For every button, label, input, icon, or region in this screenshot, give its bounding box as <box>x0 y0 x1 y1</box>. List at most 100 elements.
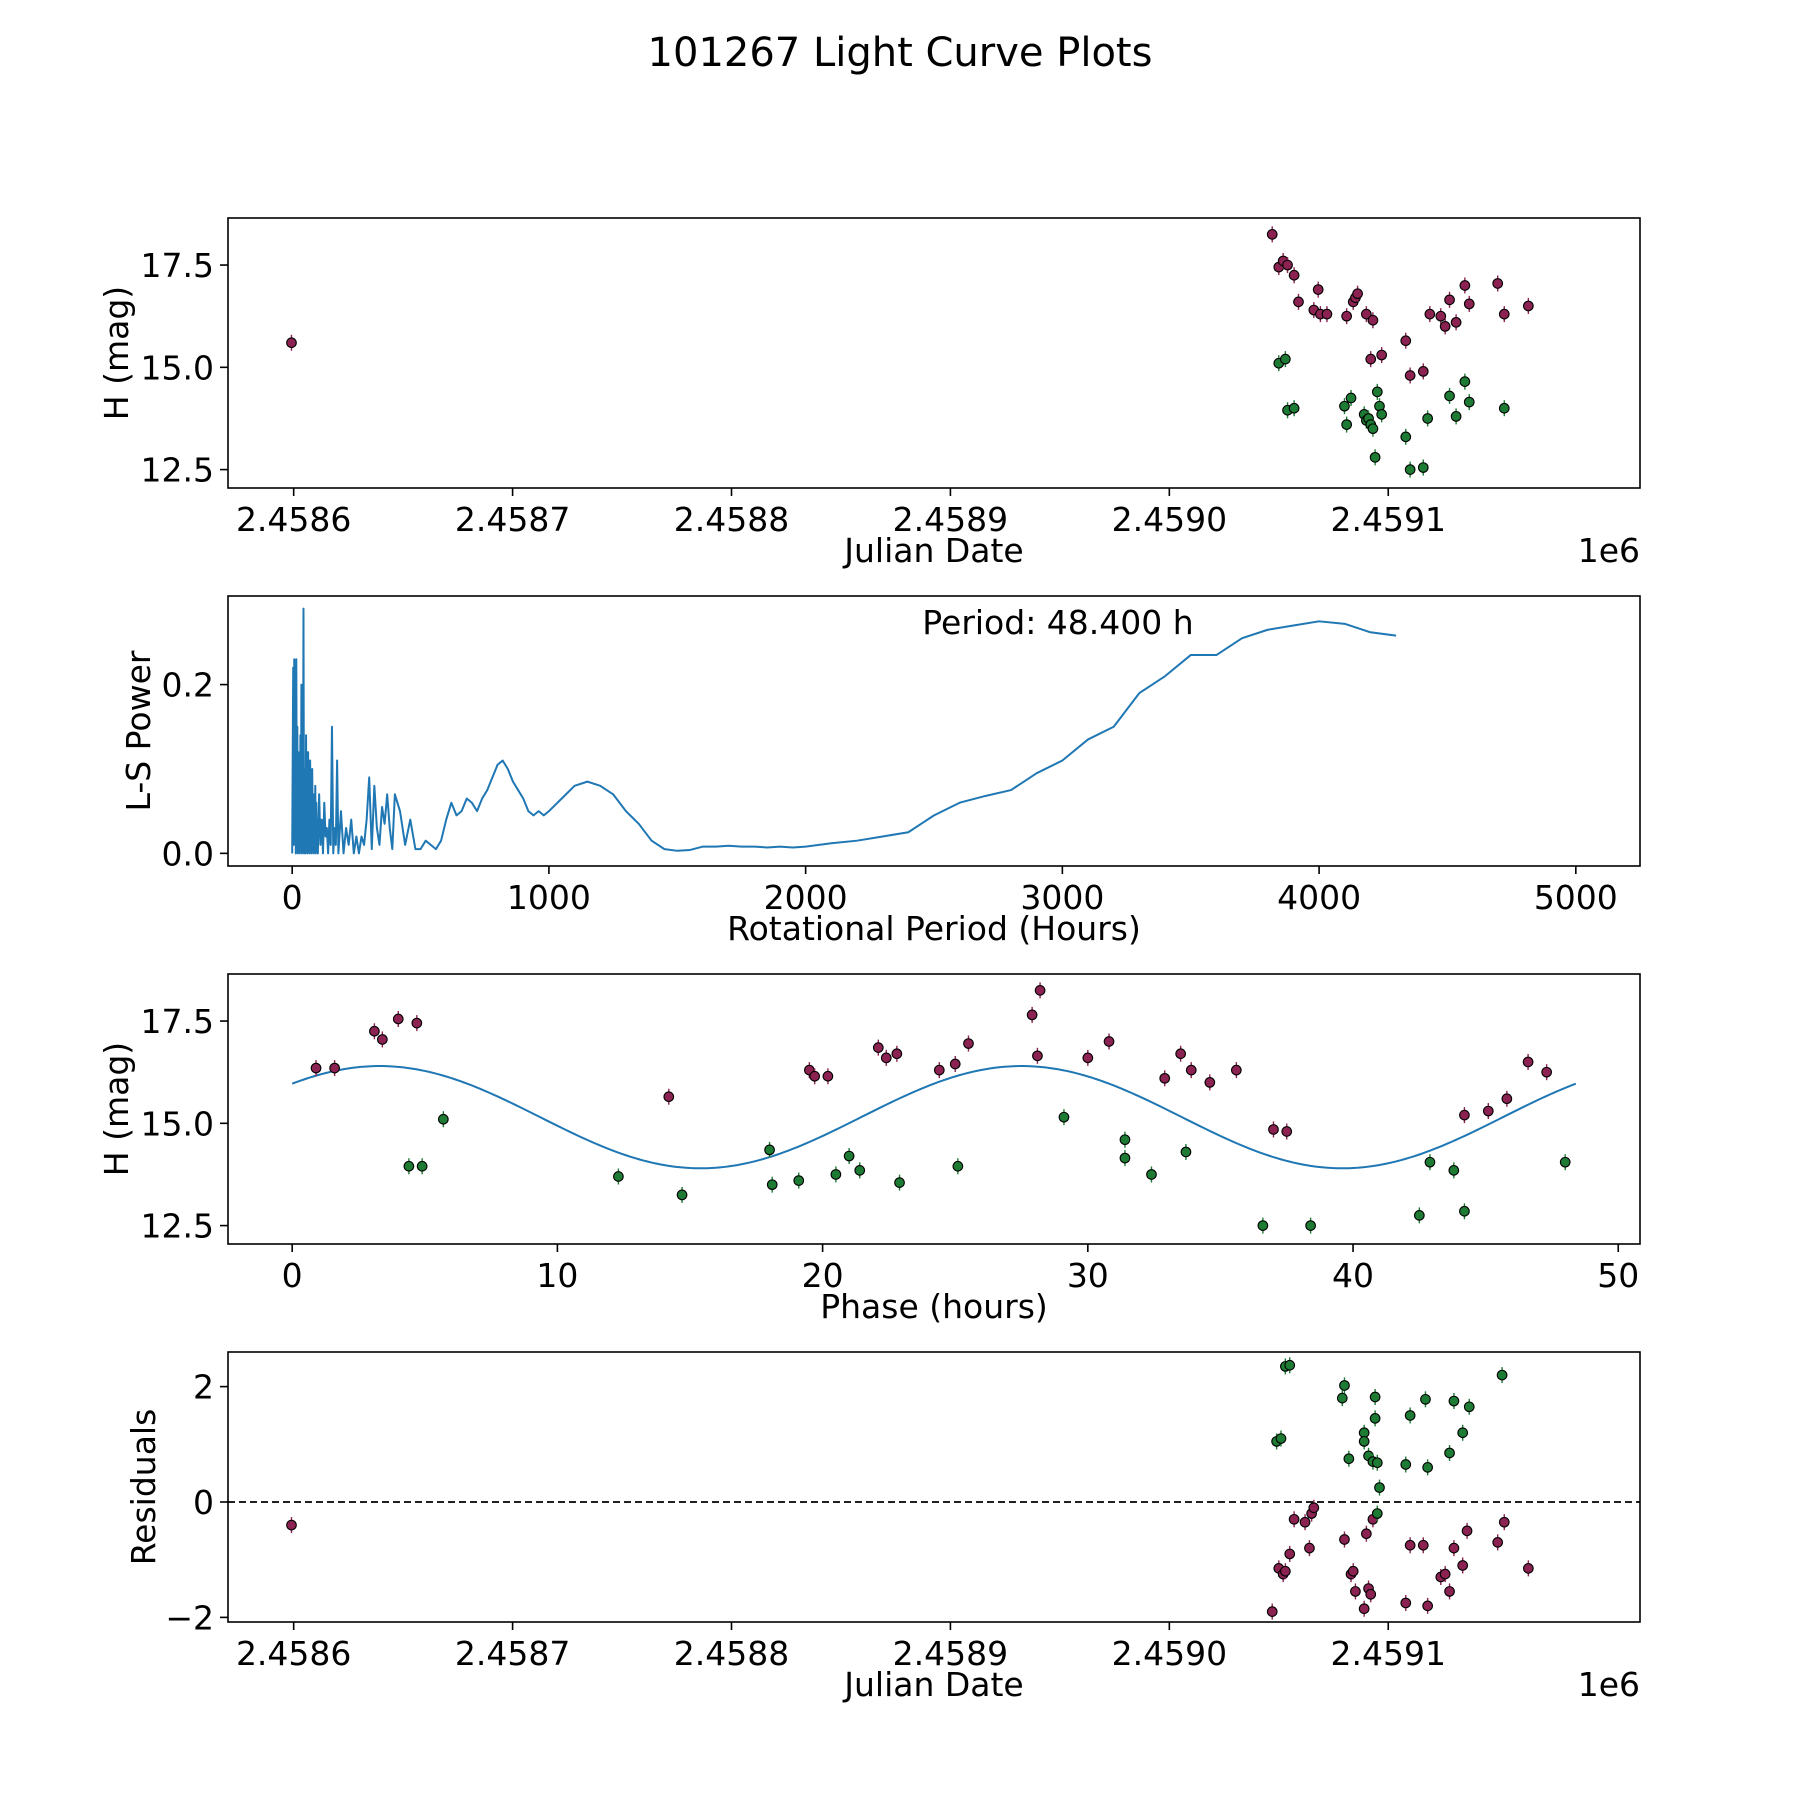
filter_a-point <box>1266 1606 1278 1617</box>
p1-xtick-label: 3000 <box>1020 878 1104 917</box>
filter_a-point <box>1034 985 1046 996</box>
filter_a-point <box>1308 1502 1320 1514</box>
filter_b-point <box>1444 390 1455 402</box>
figure-title: 101267 Light Curve Plots <box>648 30 1153 76</box>
filter_a-point <box>1350 1586 1361 1597</box>
filter_a-point <box>1463 298 1475 310</box>
filter_a-point <box>1439 1568 1451 1580</box>
p3-xtick-label: 2.4586 <box>236 1634 351 1673</box>
p3-xtick-label: 2.4589 <box>893 1634 1008 1673</box>
filter_a-point <box>1204 1077 1216 1088</box>
p0-data-points <box>286 226 1534 478</box>
filter_a-point <box>1365 1588 1377 1600</box>
filter_a-point <box>822 1070 834 1082</box>
panel-phase-folded: 0 10 20 30 40 50 12.5 15.0 17.5 H (mag) Phase (h… <box>97 973 1641 1326</box>
p3-xlabel: Julian Date <box>842 1665 1024 1704</box>
p0-xlabel: Julian Date <box>842 531 1024 570</box>
filter_b-point <box>1343 1453 1355 1465</box>
filter_b-point <box>1459 1205 1470 1217</box>
p0-ytick-label: 12.5 <box>141 451 214 490</box>
filter_b-point <box>1457 1427 1469 1439</box>
p2-xlabel: Phase (hours) <box>820 1287 1048 1326</box>
filter_b-point <box>416 1160 428 1172</box>
p1-ylabel: L-S Power <box>119 650 158 811</box>
filter_b-point <box>1424 1156 1436 1168</box>
filter_b-point <box>793 1175 805 1186</box>
filter_a-point <box>1376 349 1388 361</box>
filter_b-point <box>1180 1146 1192 1158</box>
filter_a-point <box>1312 284 1324 295</box>
p2-xtick-label: 10 <box>536 1256 578 1295</box>
filter_b-point <box>403 1160 415 1172</box>
filter_b-point <box>1413 1210 1425 1221</box>
filter_a-point <box>1417 366 1429 377</box>
filter_b-point <box>894 1177 905 1188</box>
filter_a-point <box>1417 1539 1429 1551</box>
filter_b-point <box>1374 1482 1385 1493</box>
filter_a-point <box>377 1034 388 1045</box>
filter_a-point <box>1347 1565 1359 1577</box>
p0-xtick-label: 2.4587 <box>455 500 570 539</box>
filter_b-point <box>1305 1220 1316 1231</box>
filter_b-point <box>1345 392 1357 404</box>
p0-xtick-label: 2.4588 <box>674 500 789 539</box>
filter_a-point <box>1341 310 1353 322</box>
p0-xtick-label: 2.4590 <box>1112 500 1227 539</box>
filter_a-point <box>1444 294 1455 306</box>
p3-xtick-label: 2.4591 <box>1331 1634 1446 1673</box>
filter_b-point <box>1420 1393 1431 1405</box>
panel-residuals: 2.4586 2.4587 2.4588 2.4589 2.4590 2.4591−202… <box>124 1351 1641 1704</box>
p1-tick-labels: 0 1000 2000 3000 4000 5000 0.0 0.2 <box>162 666 1618 917</box>
p3-ytick-label: 0 <box>193 1483 214 1522</box>
ls-power-curve <box>291 607 1397 855</box>
p1-ytick-label: 0.2 <box>162 666 214 705</box>
filter_b-point <box>843 1150 855 1162</box>
filter_a-point <box>1358 1603 1370 1615</box>
filter_b-point <box>1498 402 1510 414</box>
p0-x-offset: 1e6 <box>1578 531 1640 570</box>
model-fit-curve <box>291 1065 1577 1170</box>
p1-xtick-label: 1000 <box>507 878 591 917</box>
filter_a-point <box>1541 1066 1552 1078</box>
filter_a-point <box>1361 308 1372 320</box>
filter_a-point <box>1492 278 1504 289</box>
p3-ytick-label: 2 <box>193 1368 214 1407</box>
p2-ylabel: H (mag) <box>97 1042 136 1176</box>
filter_b-point <box>1448 1165 1460 1176</box>
filter_a-point <box>1288 269 1300 281</box>
filter_b-point <box>1341 419 1353 430</box>
filter_a-point <box>1293 296 1304 308</box>
p1-xlabel: Rotational Period (Hours) <box>727 909 1141 948</box>
filter_a-point <box>809 1070 821 1082</box>
p0-ytick-label: 15.0 <box>141 348 214 387</box>
filter_a-point <box>1032 1050 1043 1062</box>
p0-ylabel: H (mag) <box>97 286 136 420</box>
p0-xtick-label: 2.4586 <box>236 500 351 539</box>
p1-axes-frame <box>227 595 1641 867</box>
p2-axes-frame <box>227 973 1641 1245</box>
filter_a-point <box>1284 1548 1296 1560</box>
filter_b-point <box>1559 1156 1571 1168</box>
filter_a-point <box>949 1058 961 1070</box>
filter_b-point <box>1280 353 1291 365</box>
filter_a-point <box>1365 353 1377 365</box>
p3-data-points <box>228 1357 1640 1620</box>
filter_b-point <box>1369 451 1381 463</box>
filter_a-point <box>1288 1513 1300 1525</box>
p3-ytick-label: −2 <box>165 1598 214 1637</box>
p2-xtick-label: 40 <box>1332 1256 1374 1295</box>
p2-xtick-label: 20 <box>802 1256 844 1295</box>
p2-ytick-label: 12.5 <box>141 1207 214 1246</box>
filter_a-point <box>880 1052 892 1064</box>
p0-xtick-label: 2.4589 <box>893 500 1008 539</box>
filter_a-point <box>933 1064 945 1076</box>
filter_b-point <box>1336 1392 1348 1404</box>
filter_b-point <box>1146 1169 1157 1180</box>
filter_b-point <box>830 1169 842 1180</box>
filter_b-point <box>613 1171 624 1182</box>
p2-tick-labels: 0 10 20 30 40 50 12.5 15.0 17.5 <box>141 1002 1640 1295</box>
filter_a-point <box>1282 259 1293 271</box>
filter_b-point <box>1417 462 1429 473</box>
filter_b-point <box>1459 376 1471 387</box>
panel-light-curve: 2.4586 2.4587 2.4588 2.4589 2.4590 2.4591 12.5… <box>97 217 1641 570</box>
